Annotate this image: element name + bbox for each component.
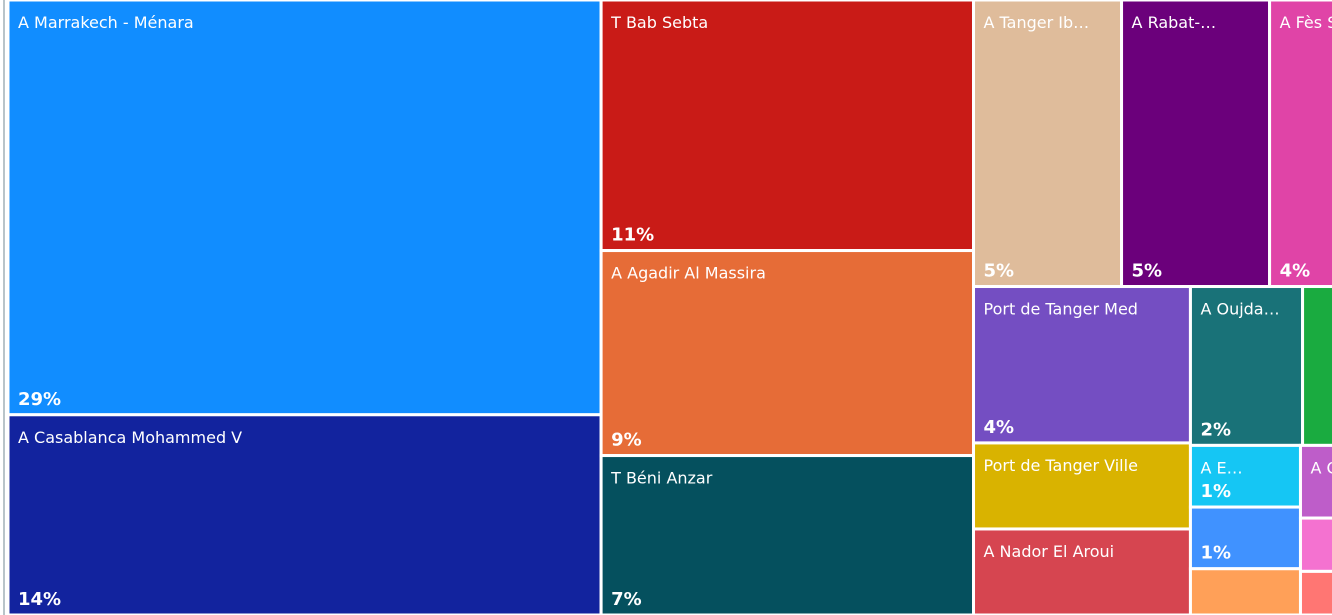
tile-labels: Port de Tanger Ville — [984, 456, 1138, 475]
tile-value-label: 29% — [18, 389, 61, 410]
tile-labels: 1% — [1200, 543, 1231, 564]
tile-value-label: 2% — [1200, 419, 1231, 440]
tile — [6, 0, 603, 417]
tile-label: A Fès Saïss — [1280, 13, 1332, 32]
tile-label: T Béni Anzar — [610, 469, 713, 488]
tile — [1188, 443, 1302, 509]
tile-label: A E… — [1200, 458, 1242, 477]
tile-labels: A Rabat-… 5% — [1132, 13, 1217, 282]
tile — [599, 0, 976, 253]
tile — [1120, 0, 1272, 289]
tile-labels: T Bab Sebta 11% — [610, 13, 708, 246]
tile-label: A O… — [1310, 458, 1332, 477]
tile-value-label: 4% — [984, 417, 1015, 438]
tile-label: Port de Tanger Ville — [984, 456, 1138, 475]
tile-label: A Nador El Aroui — [984, 542, 1115, 561]
tiles: A Marrakech - Ménara 29% A Casablanca Moha… — [6, 0, 1332, 615]
tile-value-label: 11% — [611, 225, 654, 246]
tile — [1188, 505, 1302, 571]
tile-value-label: 14% — [18, 589, 61, 610]
tile-value-label: 1% — [1200, 543, 1231, 564]
tile-labels: A Marrakech - Ménara 29% — [18, 13, 194, 410]
tile — [1301, 285, 1332, 447]
tile-label: A Oujda… — [1200, 300, 1279, 319]
tile-value-label: 9% — [611, 430, 642, 451]
tile — [972, 0, 1124, 289]
tile-label: Port de Tanger Med — [984, 300, 1138, 319]
tile — [1298, 443, 1332, 520]
tile-labels: A Agadir Al Massira 9% — [611, 264, 766, 451]
tile — [1298, 569, 1332, 615]
tile-labels: T Béni Anzar 7% — [610, 469, 713, 610]
tile-label: T Bab Sebta — [610, 13, 708, 32]
tile-labels: A Nador El Aroui — [984, 542, 1115, 561]
tile-label: A Casablanca Mohammed V — [18, 428, 242, 447]
tile-value-label: 7% — [611, 589, 642, 610]
tile-labels: A Oujda… 2% — [1200, 300, 1279, 441]
tile — [1188, 567, 1302, 615]
tile-value-label: 4% — [1280, 261, 1311, 282]
tile-labels: A Tanger Ib… 5% — [984, 13, 1090, 282]
tile — [972, 285, 1192, 445]
tile-value-label: 5% — [1132, 261, 1163, 282]
tile-labels: A O… — [1310, 458, 1332, 477]
tile-labels: A Fès Saïss 4% — [1280, 13, 1332, 282]
tile — [1268, 0, 1332, 289]
tile-labels: Port de Tanger Med 4% — [984, 300, 1138, 438]
tile — [599, 249, 976, 458]
tile-value-label: 1% — [1200, 481, 1231, 502]
tile-label: A Rabat-… — [1132, 13, 1217, 32]
tile-value-label: 5% — [984, 261, 1015, 282]
tile-labels: A Casablanca Mohammed V 14% — [18, 428, 242, 610]
tile-label: A Tanger Ib… — [984, 13, 1090, 32]
tile — [972, 527, 1192, 615]
tile — [6, 413, 603, 615]
tile-label: A Marrakech - Ménara — [18, 13, 194, 32]
tile — [599, 454, 976, 615]
tile-label: A Agadir Al Massira — [611, 264, 766, 283]
tile-labels: A E… 1% — [1200, 458, 1242, 502]
tile — [1298, 516, 1332, 573]
